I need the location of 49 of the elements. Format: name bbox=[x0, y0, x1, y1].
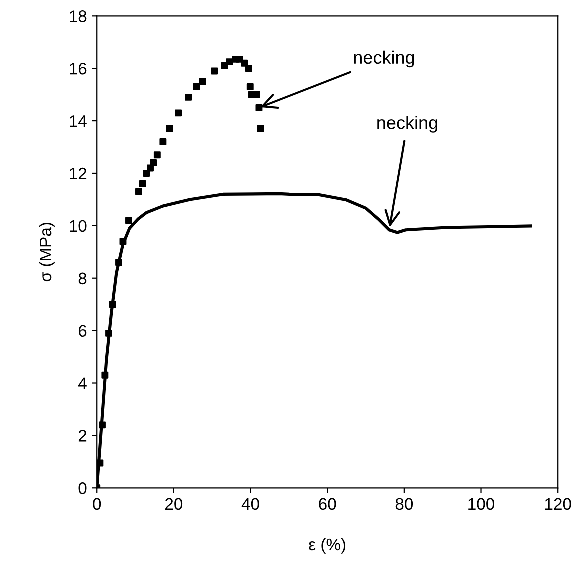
point bbox=[221, 62, 228, 70]
point bbox=[154, 152, 161, 159]
point bbox=[253, 91, 260, 98]
x-axis-title: ε (%) bbox=[309, 538, 346, 554]
point bbox=[99, 422, 106, 429]
point bbox=[246, 83, 254, 90]
point bbox=[126, 217, 132, 224]
x-tick-label: 0 bbox=[93, 498, 102, 510]
x-tick-label: 100 bbox=[468, 498, 495, 510]
x-tick-label: 40 bbox=[242, 498, 260, 510]
point bbox=[160, 138, 167, 146]
point bbox=[102, 372, 109, 379]
annotation: necking bbox=[354, 50, 414, 68]
y-tick-label: 8 bbox=[78, 272, 87, 285]
point bbox=[139, 180, 146, 188]
point bbox=[193, 83, 200, 90]
annotation: necking bbox=[378, 116, 438, 133]
point bbox=[150, 160, 158, 166]
y-tick-label: 6 bbox=[78, 325, 87, 338]
y-tick-label: 16 bbox=[70, 63, 87, 75]
point bbox=[143, 170, 150, 177]
y-tick-label: 4 bbox=[78, 378, 87, 390]
y-tick-label: 18 bbox=[70, 10, 87, 22]
y-axis-title: σ (MPa) bbox=[39, 223, 55, 282]
x-tick-label: 20 bbox=[166, 498, 183, 510]
point bbox=[106, 330, 112, 337]
point bbox=[185, 94, 192, 101]
x-tick-label: 60 bbox=[319, 498, 336, 510]
point bbox=[257, 125, 264, 132]
x-tick-label: 80 bbox=[396, 498, 414, 510]
point bbox=[226, 58, 234, 66]
point bbox=[166, 125, 174, 132]
point bbox=[120, 238, 127, 246]
point bbox=[116, 259, 122, 266]
point bbox=[211, 68, 218, 75]
y-tick-label: 12 bbox=[70, 168, 87, 180]
y-tick-label: 14 bbox=[70, 116, 87, 128]
y-tick-label: 10 bbox=[70, 220, 87, 232]
point bbox=[109, 301, 116, 308]
point bbox=[199, 78, 206, 86]
y-tick-label: 0 bbox=[78, 482, 87, 494]
x-tick-label: 120 bbox=[545, 498, 572, 510]
y-tick-label: 2 bbox=[78, 430, 87, 442]
point bbox=[245, 65, 252, 72]
point bbox=[256, 104, 263, 112]
point bbox=[236, 56, 244, 63]
point bbox=[136, 188, 142, 196]
point bbox=[175, 110, 182, 117]
point bbox=[241, 60, 248, 67]
